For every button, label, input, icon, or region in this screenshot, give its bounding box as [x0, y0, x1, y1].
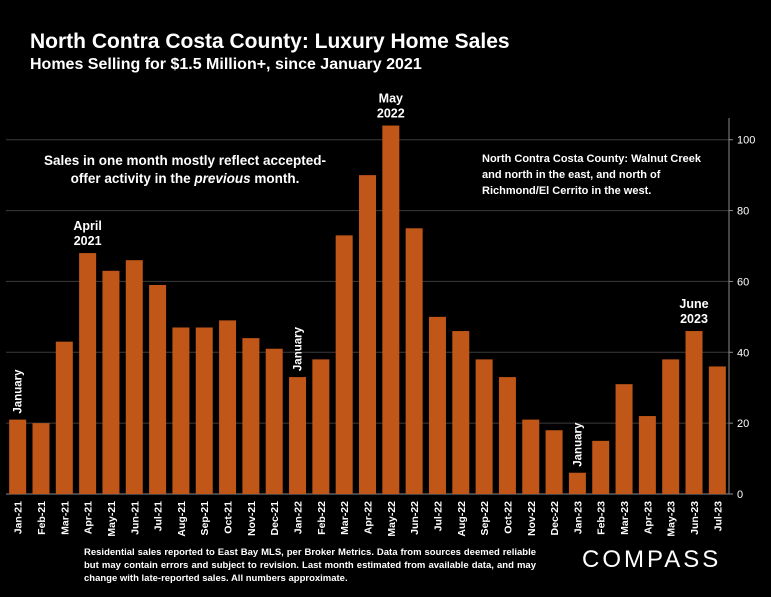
y-tick-label: 80	[737, 206, 749, 218]
bar	[708, 366, 726, 494]
bar	[265, 348, 283, 494]
x-tick-label: Jun-23	[689, 501, 701, 535]
annotation-peak-label: April	[73, 219, 101, 233]
y-tick-label: 20	[737, 418, 749, 430]
y-tick-label: 40	[737, 347, 749, 359]
x-tick-label: Feb-21	[36, 501, 48, 535]
note-left-suffix: month.	[254, 171, 300, 187]
bar	[55, 341, 73, 494]
x-tick-label: May-22	[386, 501, 398, 537]
annotation-peak-label: 2023	[680, 312, 708, 326]
bar	[428, 316, 446, 494]
x-tick-label: Mar-21	[59, 501, 71, 535]
bar	[405, 228, 423, 495]
bar	[592, 440, 610, 494]
bar	[335, 235, 353, 494]
annotation-january: January	[293, 326, 305, 371]
x-tick-label: May-21	[106, 501, 118, 537]
bar	[102, 270, 120, 494]
bar	[149, 284, 167, 494]
x-tick-label: Jul-22	[432, 501, 444, 532]
x-tick-label: Feb-23	[596, 501, 608, 535]
y-tick-label: 100	[737, 135, 755, 147]
bar	[475, 359, 493, 494]
x-tick-label: Jul-23	[712, 501, 724, 532]
x-tick-label: Dec-21	[269, 501, 281, 536]
bar	[638, 416, 656, 494]
x-tick-label: Dec-22	[549, 501, 561, 536]
x-tick-label: Oct-22	[502, 501, 514, 534]
x-tick-label: May-23	[666, 501, 678, 537]
bar	[242, 338, 260, 494]
bar	[545, 430, 563, 494]
y-tick-label: 60	[737, 276, 749, 288]
x-tick-label: Mar-22	[339, 501, 351, 535]
x-tick-label: Sep-22	[479, 501, 491, 536]
bar	[312, 359, 330, 494]
x-tick-label: Jan-23	[572, 501, 584, 534]
bar	[662, 359, 680, 494]
chart-subtitle: Homes Selling for $1.5 Million+, since J…	[30, 56, 422, 73]
y-tick-label: 0	[737, 489, 743, 501]
bar	[498, 377, 516, 494]
annotation-peak-label: 2021	[74, 234, 102, 248]
note-region: North Contra Costa County: Walnut Creek …	[482, 153, 701, 197]
x-tick-label: Jul-21	[153, 501, 165, 532]
annotation-peak-label: 2022	[377, 107, 405, 121]
bar	[79, 253, 97, 494]
x-tick-label: Mar-23	[619, 501, 631, 535]
note-left-emphasis: previous	[194, 171, 251, 187]
bar	[359, 175, 376, 494]
x-tick-label: Jun-22	[409, 501, 421, 535]
bar	[522, 419, 540, 494]
bar	[219, 320, 237, 494]
x-tick-label: Nov-21	[246, 501, 258, 536]
x-tick-label: Feb-22	[316, 501, 328, 535]
x-tick-label: Jan-21	[13, 501, 25, 534]
x-tick-label: Apr-21	[83, 501, 95, 534]
bar	[452, 331, 470, 494]
annotation-peak-label: June	[679, 297, 708, 311]
note-accepted-offer: Sales in one month mostly reflect accept…	[40, 152, 330, 188]
x-tick-label: Jan-22	[293, 501, 305, 534]
bar	[9, 419, 27, 494]
annotation-january: January	[13, 369, 25, 414]
x-tick-label: Nov-22	[526, 501, 538, 536]
x-tick-label: Aug-21	[176, 501, 188, 537]
x-tick-label: Jun-21	[129, 501, 141, 535]
x-tick-label: Apr-23	[642, 501, 654, 534]
bar	[172, 327, 190, 494]
bar	[125, 260, 143, 494]
bar	[195, 327, 213, 494]
bar	[32, 423, 50, 494]
annotation-january: January	[572, 422, 584, 467]
x-tick-label: Apr-22	[363, 501, 375, 534]
note-left-text: Sales in one month mostly reflect accept…	[43, 153, 327, 187]
bar	[615, 384, 633, 494]
x-tick-label: Aug-22	[456, 501, 468, 537]
compass-logo: COMPASS	[582, 546, 722, 573]
bar	[568, 472, 586, 494]
bar	[382, 125, 400, 495]
bar	[289, 377, 307, 494]
footnote: Residential sales reported to East Bay M…	[84, 547, 536, 584]
x-tick-label: Sep-21	[199, 501, 211, 536]
chart-title: North Contra Costa County: Luxury Home S…	[30, 30, 510, 53]
bar	[685, 331, 703, 494]
x-tick-label: Oct-21	[223, 501, 235, 534]
annotation-peak-label: May	[379, 92, 403, 106]
